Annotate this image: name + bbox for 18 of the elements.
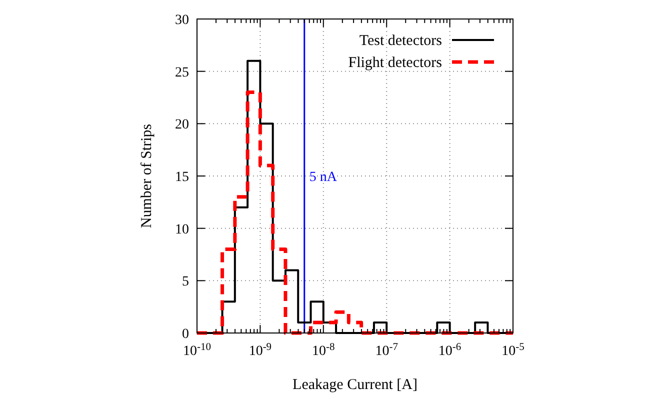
y-axis-title: Number of Strips	[139, 124, 155, 228]
y-tick-label: 20	[175, 118, 189, 133]
ref-line-label: 5 nA	[309, 170, 338, 185]
x-tick-label: 10$^{-8}$	[312, 342, 335, 359]
x-tick-label: 10$^{-7}$	[375, 342, 398, 359]
x-tick-label: 10$^{-10}$	[183, 342, 211, 359]
y-tick-label: 0	[182, 327, 189, 342]
x-tick-label: 10$^{-9}$	[248, 342, 272, 359]
x-tick-label: 10$^{-6}$	[438, 342, 462, 359]
legend-label: Test detectors	[359, 33, 442, 49]
y-tick-label: 25	[175, 65, 189, 80]
y-tick-label: 15	[175, 170, 189, 185]
y-tick-label: 10	[175, 222, 189, 238]
y-tick-label: 5	[182, 274, 189, 290]
legend-label: Flight detectors	[348, 55, 442, 71]
y-tick-label: 30	[175, 13, 189, 28]
x-axis-title: Leakage Current [A]	[292, 377, 418, 393]
x-tick-label: 10$^{-5}$	[502, 342, 524, 359]
